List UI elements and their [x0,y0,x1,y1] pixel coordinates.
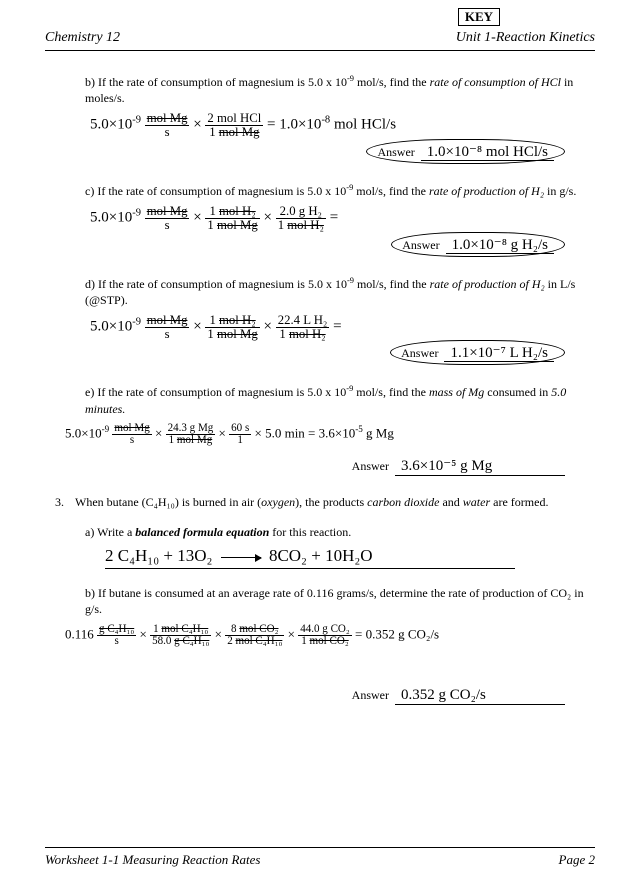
page-footer: Worksheet 1-1 Measuring Reaction Rates P… [45,847,595,868]
q3-b: oxygen [261,495,295,509]
q3-number: 3. [55,494,75,510]
page-header: Chemistry 12 Unit 1-Reaction Kinetics [45,30,595,46]
work-3b: 0.116 g C₄H₁₀s × 1 mol C₄H₁₀58.0 g C₄H₁₀… [65,624,595,647]
q-b-text2: mol/s, find the [354,75,430,89]
q-d-italic: rate of production of H₂ [430,277,545,291]
q3-g: are formed. [490,495,548,509]
question-c: c) If the rate of consumption of magnesi… [85,182,595,199]
answer-label: Answer [352,688,389,703]
q-c-text2: mol/s, find the [353,184,429,198]
answer-label: Answer [377,145,414,159]
answer-d: 1.1×10⁻⁷ L H₂/s [444,345,554,362]
q-e-text2: mol/s, find the [353,385,429,399]
q-e-italic: mass of Mg [429,385,484,399]
unit-title: Unit 1-Reaction Kinetics [456,30,595,46]
q-c-text1: c) If the rate of consumption of magnesi… [85,184,346,198]
question-b: b) If the rate of consumption of magnesi… [85,73,595,106]
answer-row-d: Answer 1.1×10⁻⁷ L H₂/s [45,340,565,365]
answer-b: 1.0×10⁻⁸ mol HCl/s [421,144,554,161]
work-d: 5.0×10-9 mol Mgs × 1 mol H₂1 mol Mg × 22… [90,314,595,341]
q3-f: water [463,495,490,509]
question-3b: b) If butane is consumed at an average r… [85,585,595,617]
question-3: 3. When butane (C₄H₁₀) is burned in air … [55,494,595,510]
q3a-t1: a) Write a [85,525,135,539]
q3a-t2: balanced formula equation [135,525,269,539]
q3-e: and [439,495,462,509]
q-d-text1: d) If the rate of consumption of magnesi… [85,277,347,291]
answer-row-e: Answer 3.6×10⁻⁵ g Mg [45,456,565,476]
equation-3a: 2 C₄H₁₀ + 13O₂ 8CO₂ + 10H₂O [105,546,515,569]
question-d: d) If the rate of consumption of magnesi… [85,275,595,308]
answer-c: 1.0×10⁻⁸ g H₂/s [446,237,554,254]
footer-left: Worksheet 1-1 Measuring Reaction Rates [45,852,260,868]
answer-label: Answer [402,238,439,252]
q-e-text3: consumed in [484,385,551,399]
answer-label: Answer [401,346,438,360]
q3-d: carbon dioxide [367,495,439,509]
answer-e: 3.6×10⁻⁵ g Mg [395,456,565,476]
key-stamp: KEY [458,8,500,26]
work-b: 5.0×10-9 mol Mgs × 2 mol HCl1 mol Mg = 1… [90,112,595,139]
q-c-text3: in g/s. [544,184,576,198]
q-b-text1: b) If the rate of consumption of magnesi… [85,75,347,89]
q3-c: ), the products [295,495,367,509]
work-c: 5.0×10-9 mol Mgs × 1 mol H₂1 mol Mg × 2.… [90,205,595,232]
work-e: 5.0×10-9 mol Mgs × 24.3 g Mg1 mol Mg × 6… [65,423,595,446]
answer-row-b: Answer 1.0×10⁻⁸ mol HCl/s [45,139,565,164]
question-e: e) If the rate of consumption of magnesi… [85,383,595,416]
question-3a: a) Write a balanced formula equation for… [85,524,595,540]
course-title: Chemistry 12 [45,30,120,46]
footer-right: Page 2 [559,852,595,868]
answer-label: Answer [352,459,389,474]
answer-3b: 0.352 g CO₂/s [395,687,565,705]
answer-row-c: Answer 1.0×10⁻⁸ g H₂/s [45,232,565,257]
q-d-text2: mol/s, find the [354,277,430,291]
q-e-text1: e) If the rate of consumption of magnesi… [85,385,346,399]
q3-text: When butane (C₄H₁₀) is burned in air (ox… [75,494,548,510]
q-c-italic: rate of production of H₂ [429,184,544,198]
q-b-italic: rate of consumption of HCl [430,75,561,89]
q3-a: When butane (C₄H₁₀) is burned in air ( [75,495,261,509]
q3a-t3: for this reaction. [269,525,351,539]
answer-row-3b: Answer 0.352 g CO₂/s [45,687,565,705]
